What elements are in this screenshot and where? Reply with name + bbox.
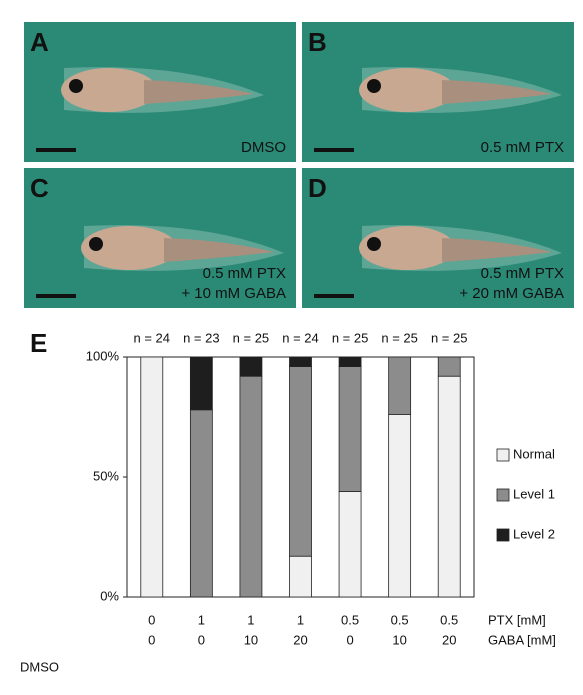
legend-swatch — [496, 448, 510, 462]
tadpole-body — [61, 68, 157, 112]
panel-label: E — [30, 328, 47, 358]
n-label: n = 25 — [381, 330, 418, 345]
x-tick-label-row2: 0 — [148, 632, 155, 647]
legend-label: Level 2 — [513, 526, 555, 541]
tadpole-body — [359, 226, 455, 270]
caption: DMSO — [241, 139, 286, 156]
bar-segment — [239, 375, 263, 598]
caption: 0.5 mM PTX — [481, 265, 564, 282]
x-tick-label: 1 — [297, 612, 304, 627]
control-label: DMSO — [20, 659, 59, 674]
tadpole-tail — [144, 80, 254, 104]
row-label: PTX [mM] — [488, 612, 546, 627]
tadpole-body — [81, 226, 177, 270]
tadpole-eye — [69, 79, 83, 93]
legend-label: Normal — [513, 446, 555, 461]
y-tick-label: 0% — [100, 588, 119, 603]
bar-segment — [289, 366, 312, 557]
legend-swatch — [496, 528, 510, 542]
n-label: n = 24 — [134, 330, 171, 345]
bar-segment — [388, 356, 412, 415]
n-label: n = 25 — [431, 330, 468, 345]
bar-segment — [189, 409, 213, 598]
y-tick-label: 100% — [86, 348, 120, 363]
n-label: n = 25 — [332, 330, 369, 345]
tadpole-body — [359, 68, 455, 112]
x-tick-label-row2: 0 — [346, 632, 353, 647]
panel-label: A — [30, 27, 49, 57]
bar-segment — [437, 375, 461, 598]
x-tick-label-row2: 0 — [198, 632, 205, 647]
caption: + 10 mM GABA — [181, 285, 286, 302]
bar-segment — [289, 555, 312, 598]
bar-segment — [388, 414, 412, 598]
x-tick-label: 0.5 — [440, 612, 458, 627]
x-tick-label-row2: 20 — [442, 632, 456, 647]
bar-segment — [189, 356, 213, 411]
tadpole-tail — [164, 238, 274, 262]
bar-segment — [239, 356, 263, 377]
bar-segment — [140, 356, 164, 598]
legend-swatch — [496, 488, 510, 502]
n-label: n = 24 — [282, 330, 319, 345]
bar-segment — [437, 356, 461, 377]
tadpole-eye — [367, 79, 381, 93]
tadpole-tail — [442, 80, 552, 104]
bar-segment — [338, 366, 362, 492]
bar-segment — [289, 356, 312, 368]
caption: 0.5 mM PTX — [203, 265, 286, 282]
row-label: GABA [mM] — [488, 632, 556, 647]
n-label: n = 23 — [183, 330, 220, 345]
x-tick-label-row2: 20 — [293, 632, 307, 647]
panel-label: C — [30, 173, 49, 203]
bar-segment — [338, 356, 362, 368]
x-tick-label: 0 — [148, 612, 155, 627]
x-tick-label-row2: 10 — [244, 632, 258, 647]
tadpole-eye — [89, 237, 103, 251]
caption: + 20 mM GABA — [459, 285, 564, 302]
tadpole-tail — [442, 238, 552, 262]
caption: 0.5 mM PTX — [481, 139, 564, 156]
bar-segment — [338, 490, 362, 598]
y-tick-label: 50% — [93, 468, 119, 483]
x-tick-label: 1 — [247, 612, 254, 627]
tadpole-eye — [367, 237, 381, 251]
x-tick-label: 1 — [198, 612, 205, 627]
panel-label: B — [308, 27, 327, 57]
legend-label: Level 1 — [513, 486, 555, 501]
panel-label: D — [308, 173, 327, 203]
n-label: n = 25 — [233, 330, 270, 345]
x-tick-label: 0.5 — [341, 612, 359, 627]
x-tick-label: 0.5 — [391, 612, 409, 627]
x-tick-label-row2: 10 — [392, 632, 406, 647]
